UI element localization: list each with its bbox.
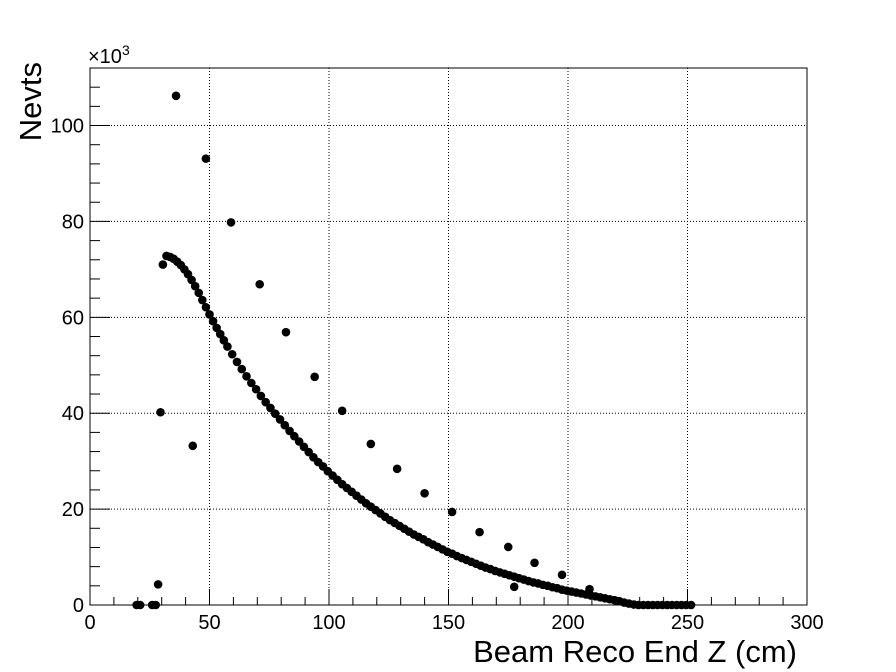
y-tick-label: 60 bbox=[62, 307, 84, 329]
data-point bbox=[188, 441, 198, 451]
data-point bbox=[280, 420, 290, 430]
data-point bbox=[686, 600, 696, 610]
y-axis-ticks: 0 20 40 60 80 100 bbox=[51, 67, 110, 617]
x-tick-label: 200 bbox=[551, 612, 584, 634]
y-multiplier-base: ×10 bbox=[88, 46, 122, 68]
data-point bbox=[251, 384, 261, 394]
data-point bbox=[256, 391, 266, 401]
data-point bbox=[281, 327, 291, 337]
y-tick-label: 40 bbox=[62, 403, 84, 425]
y-tick-label: 0 bbox=[73, 595, 84, 617]
data-point bbox=[151, 600, 161, 610]
data-point bbox=[215, 329, 225, 339]
data-point bbox=[190, 281, 200, 291]
data-point bbox=[226, 218, 236, 227]
data-point bbox=[392, 464, 402, 474]
data-point bbox=[153, 580, 163, 589]
data-point bbox=[337, 406, 347, 416]
data-point bbox=[266, 403, 275, 413]
data-point bbox=[310, 372, 319, 382]
x-tick-label: 150 bbox=[432, 612, 465, 634]
data-point bbox=[212, 323, 221, 333]
y-tick-label: 80 bbox=[62, 211, 84, 233]
data-point bbox=[509, 582, 519, 592]
data-point bbox=[187, 275, 196, 285]
data-point bbox=[201, 154, 211, 163]
data-point bbox=[255, 279, 264, 289]
data-point bbox=[557, 570, 567, 580]
data-point bbox=[227, 349, 237, 359]
y-tick-label: 100 bbox=[51, 116, 84, 138]
data-point bbox=[205, 310, 214, 319]
data-point bbox=[198, 295, 207, 305]
data-point bbox=[366, 439, 376, 449]
x-axis-title: Beam Reco End Z (cm) bbox=[473, 634, 797, 669]
data-point bbox=[156, 407, 165, 417]
data-point bbox=[158, 260, 168, 269]
data-point bbox=[201, 302, 211, 312]
data-point bbox=[242, 371, 251, 381]
data-point bbox=[223, 342, 232, 351]
data-point bbox=[194, 288, 204, 298]
y-multiplier-exponent: 3 bbox=[122, 42, 130, 58]
data-point bbox=[208, 316, 218, 326]
data-point bbox=[247, 378, 256, 388]
y-tick-label: 20 bbox=[62, 499, 84, 521]
data-point bbox=[261, 397, 270, 407]
data-point bbox=[420, 488, 429, 498]
data-point bbox=[275, 415, 285, 424]
data-point bbox=[270, 409, 280, 418]
data-point bbox=[503, 542, 513, 552]
data-point bbox=[171, 91, 181, 101]
x-tick-label: 0 bbox=[84, 612, 95, 634]
x-tick-label: 100 bbox=[312, 612, 345, 634]
data-point bbox=[530, 558, 539, 568]
x-axis-ticks: 0 50 100 150 200 250 300 bbox=[84, 589, 824, 634]
x-tick-label: 300 bbox=[790, 612, 823, 634]
data-point bbox=[135, 600, 145, 610]
y-axis-title: Nevts bbox=[13, 62, 48, 141]
grid-lines bbox=[90, 68, 807, 605]
data-point bbox=[232, 357, 242, 367]
data-points bbox=[132, 91, 696, 610]
data-point bbox=[219, 336, 229, 345]
y-axis-multiplier: ×103 bbox=[88, 42, 130, 68]
data-point bbox=[475, 527, 484, 537]
data-point bbox=[237, 364, 247, 374]
x-tick-label: 50 bbox=[198, 612, 220, 634]
x-tick-label: 250 bbox=[671, 612, 704, 634]
data-point bbox=[447, 507, 457, 517]
